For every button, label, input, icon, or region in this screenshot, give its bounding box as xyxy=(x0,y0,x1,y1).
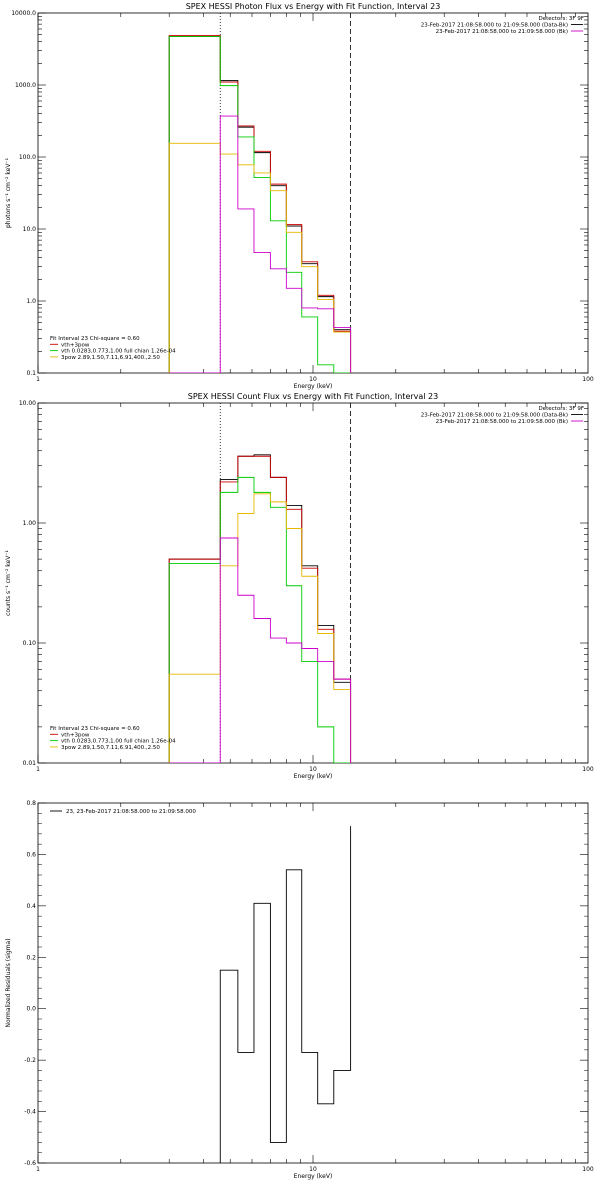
y-tick-label: 0.2 xyxy=(26,954,36,961)
series-line-data-bk xyxy=(168,454,352,763)
legend-entry: vth+3pow xyxy=(61,732,90,738)
series-line-vth xyxy=(168,476,351,763)
header-line: 23-Feb-2017 21:08:58.000 to 21:09:58.000… xyxy=(421,413,568,419)
series-line-23-23-feb-2017-21-08-58-000-to-21-09-58-000 xyxy=(219,826,352,1163)
legend-entry: Fit Interval 23 Chi-square = 0.60 xyxy=(50,336,140,342)
x-axis-label: Energy (keV) xyxy=(294,1173,333,1180)
y-tick-label: 10.00 xyxy=(19,400,36,407)
y-tick-label: 0.10 xyxy=(23,640,37,647)
legend-entry: vth 0.0283,0.773,1.00 full chian 1.26e-0… xyxy=(61,739,176,745)
y-tick-label: 0.0 xyxy=(26,1006,36,1013)
series-line-vth-3pow xyxy=(168,35,352,373)
x-axis-label: Energy (keV) xyxy=(294,383,333,390)
header-line: Detectors: 3F 9F xyxy=(538,406,584,412)
y-tick-label: -0.2 xyxy=(24,1057,36,1064)
y-axis-label: photons s⁻¹ cm⁻² keV⁻¹ xyxy=(5,157,12,228)
series-line-3pow xyxy=(168,142,352,373)
header-line: Detectors: 3F 9F xyxy=(538,16,584,22)
legend-entry: 3pow 2.89,1.50,7.11,6.91,400.,2.50 xyxy=(61,355,160,361)
y-tick-label: 100.0 xyxy=(19,154,36,161)
x-tick-label: 10 xyxy=(309,376,317,383)
x-tick-label: 10 xyxy=(309,1166,317,1173)
y-axis-label: counts s⁻¹ cm⁻² keV⁻¹ xyxy=(5,550,12,616)
plot-frame xyxy=(37,12,589,374)
y-tick-label: 0.4 xyxy=(26,903,36,910)
legend-entry: Fit Interval 23 Chi-square = 0.60 xyxy=(50,726,140,732)
chart-title: SPEX HESSI Count Flux vs Energy with Fit… xyxy=(188,392,439,401)
y-axis-label: Normalized Residuals (sigma) xyxy=(5,938,12,1027)
series-group xyxy=(219,826,352,1163)
x-tick-label: 1 xyxy=(36,766,40,773)
y-tick-label: 0.01 xyxy=(23,760,37,767)
header-line: 23-Feb-2017 21:08:58.000 to 21:09:58.000… xyxy=(436,29,568,35)
photon-flux-chart: SPEX HESSI Photon Flux vs Energy with Fi… xyxy=(5,2,594,390)
series-line-3pow xyxy=(168,493,352,763)
y-tick-label: 1.00 xyxy=(23,520,37,527)
plot-frame xyxy=(37,802,589,1164)
legend-entry: vth+3pow xyxy=(61,342,90,348)
y-tick-label: 0.8 xyxy=(26,800,36,807)
y-tick-label: 10.0 xyxy=(23,226,37,233)
x-axis-label: Energy (keV) xyxy=(294,773,333,780)
y-tick-label: 1000.0 xyxy=(15,82,36,89)
series-line-vth xyxy=(168,36,351,373)
x-tick-label: 1 xyxy=(36,376,40,383)
y-tick-label: 10000.0 xyxy=(11,10,36,17)
series-group xyxy=(168,35,352,373)
x-tick-label: 1 xyxy=(36,1166,40,1173)
y-tick-label: -0.4 xyxy=(24,1109,36,1116)
y-tick-label: 1.0 xyxy=(26,298,36,305)
legend-entry: vth 0.0283,0.773,1.00 full chian 1.26e-0… xyxy=(61,349,176,355)
header-line: 23-Feb-2017 21:08:58.000 to 21:09:58.000… xyxy=(421,23,568,29)
series-line-bk xyxy=(169,115,352,373)
header-line: 23-Feb-2017 21:08:58.000 to 21:09:58.000… xyxy=(436,419,568,425)
series-line-data-bk xyxy=(168,35,352,373)
x-tick-label: 100 xyxy=(582,376,594,383)
series-line-vth-3pow xyxy=(168,455,352,763)
y-tick-label: 0.1 xyxy=(26,370,36,377)
x-tick-label: 100 xyxy=(582,766,594,773)
x-tick-label: 10 xyxy=(309,766,317,773)
legend-entry: 23, 23-Feb-2017 21:08:58.000 to 21:09:58… xyxy=(66,809,196,815)
series-group xyxy=(168,454,352,763)
y-tick-label: -0.6 xyxy=(24,1160,36,1167)
y-tick-label: 0.6 xyxy=(26,851,36,858)
residuals-chart: 1 10 100 Energy (keV) -0.6 -0.4 -0.2 0.0 0.2 0.4 0… xyxy=(5,800,594,1180)
plot-frame xyxy=(37,402,589,764)
series-line-bk xyxy=(169,537,352,763)
chart-title: SPEX HESSI Photon Flux vs Energy with Fi… xyxy=(186,2,441,11)
count-flux-chart: SPEX HESSI Count Flux vs Energy with Fit… xyxy=(5,392,594,780)
legend-entry: 3pow 2.89,1.50,7.11,6.91,400.,2.50 xyxy=(61,745,160,751)
x-tick-label: 100 xyxy=(582,1166,594,1173)
